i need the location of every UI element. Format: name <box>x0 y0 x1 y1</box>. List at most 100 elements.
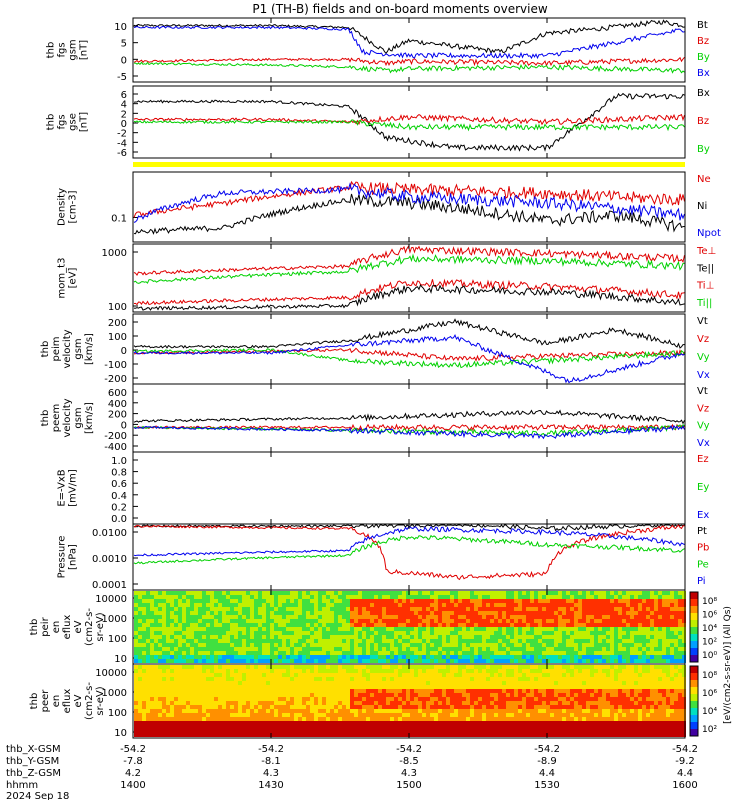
spectrogram-cell <box>586 713 590 717</box>
spectrogram-cell <box>290 705 294 709</box>
spectrogram-cell <box>206 665 210 669</box>
spectrogram-cell <box>146 689 150 693</box>
spectrogram-cell <box>202 709 206 713</box>
spectrogram-cell <box>650 611 654 615</box>
spectrogram-cell <box>282 721 286 725</box>
spectrogram-cell <box>366 659 370 663</box>
spectrogram-cell <box>350 659 354 663</box>
spectrogram-cell <box>526 651 530 655</box>
spectrogram-cell <box>290 631 294 635</box>
spectrogram-cell <box>430 717 434 721</box>
spectrogram-cell <box>638 611 642 615</box>
spectrogram-cell <box>562 603 566 607</box>
y-tick-label: 1000 <box>102 688 127 699</box>
spectrogram-cell <box>498 725 502 729</box>
spectrogram-cell <box>142 639 146 643</box>
spectrogram-cell <box>142 607 146 611</box>
spectrogram-cell <box>362 651 366 655</box>
spectrogram-cell <box>158 607 162 611</box>
spectrogram-cell <box>218 713 222 717</box>
spectrogram-cell <box>634 655 638 659</box>
spectrogram-cell <box>510 643 514 647</box>
spectrogram-cell <box>626 651 630 655</box>
spectrogram-cell <box>350 729 354 733</box>
spectrogram-cell <box>546 651 550 655</box>
spectrogram-cell <box>354 611 358 615</box>
spectrogram-cell <box>590 717 594 721</box>
spectrogram-cell <box>262 631 266 635</box>
spectrogram-cell <box>446 705 450 709</box>
spectrogram-cell <box>514 651 518 655</box>
spectrogram-cell <box>214 619 218 623</box>
spectrogram-cell <box>266 631 270 635</box>
spectrogram-cell <box>646 655 650 659</box>
spectrogram-cell <box>418 733 422 737</box>
spectrogram-cell <box>354 647 358 651</box>
spectrogram-cell <box>498 635 502 639</box>
spectrogram-cell <box>322 717 326 721</box>
spectrogram-cell <box>662 639 666 643</box>
spectrogram-cell <box>190 677 194 681</box>
spectrogram-cell <box>366 705 370 709</box>
spectrogram-cell <box>602 595 606 599</box>
spectrogram-cell <box>626 685 630 689</box>
spectrogram-cell <box>442 665 446 669</box>
spectrogram-cell <box>370 705 374 709</box>
spectrogram-cell <box>166 591 170 595</box>
spectrogram-cell <box>462 729 466 733</box>
spectrogram-cell <box>614 705 618 709</box>
spectrogram-cell <box>426 611 430 615</box>
spectrogram-cell <box>254 713 258 717</box>
spectrogram-cell <box>478 607 482 611</box>
spectrogram-cell <box>398 631 402 635</box>
spectrogram-cell <box>218 611 222 615</box>
spectrogram-cell <box>358 595 362 599</box>
spectrogram-cell <box>494 677 498 681</box>
spectrogram-cell <box>450 717 454 721</box>
spectrogram-cell <box>334 619 338 623</box>
spectrogram-cell <box>486 717 490 721</box>
spectrogram-cell <box>410 701 414 705</box>
spectrogram-cell <box>482 619 486 623</box>
series-Ti⊥ <box>133 244 685 277</box>
spectrogram-cell <box>578 655 582 659</box>
spectrogram-cell <box>282 665 286 669</box>
spectrogram-cell <box>234 685 238 689</box>
spectrogram-cell <box>190 697 194 701</box>
spectrogram-cell <box>358 655 362 659</box>
spectrogram-cell <box>502 689 506 693</box>
spectrogram-cell <box>406 659 410 663</box>
spectrogram-cell <box>138 639 142 643</box>
spectrogram-cell <box>382 647 386 651</box>
spectrogram-cell <box>494 635 498 639</box>
spectrogram-cell <box>322 591 326 595</box>
spectrogram-cell <box>330 659 334 663</box>
spectrogram-cell <box>258 689 262 693</box>
spectrogram-cell <box>498 619 502 623</box>
spectrogram-cell <box>518 603 522 607</box>
spectrogram-cell <box>618 599 622 603</box>
spectrogram-cell <box>282 623 286 627</box>
spectrogram-cell <box>494 623 498 627</box>
spectrogram-cell <box>154 627 158 631</box>
spectrogram-cell <box>530 655 534 659</box>
spectrogram-cell <box>570 721 574 725</box>
spectrogram-cell <box>506 619 510 623</box>
spectrogram-cell <box>670 651 674 655</box>
spectrogram-cell <box>314 607 318 611</box>
spectrogram-cell <box>346 607 350 611</box>
spectrogram-cell <box>314 709 318 713</box>
spectrogram-cell <box>630 655 634 659</box>
spectrogram-cell <box>150 599 154 603</box>
spectrogram-cell <box>186 709 190 713</box>
spectrogram-cell <box>266 627 270 631</box>
spectrogram-cell <box>374 685 378 689</box>
spectrogram-cell <box>266 611 270 615</box>
spectrogram-cell <box>402 677 406 681</box>
spectrogram-cell <box>154 665 158 669</box>
spectrogram-cell <box>362 685 366 689</box>
spectrogram-cell <box>166 689 170 693</box>
spectrogram-cell <box>154 631 158 635</box>
spectrogram-cell <box>194 705 198 709</box>
spectrogram-cell <box>294 709 298 713</box>
